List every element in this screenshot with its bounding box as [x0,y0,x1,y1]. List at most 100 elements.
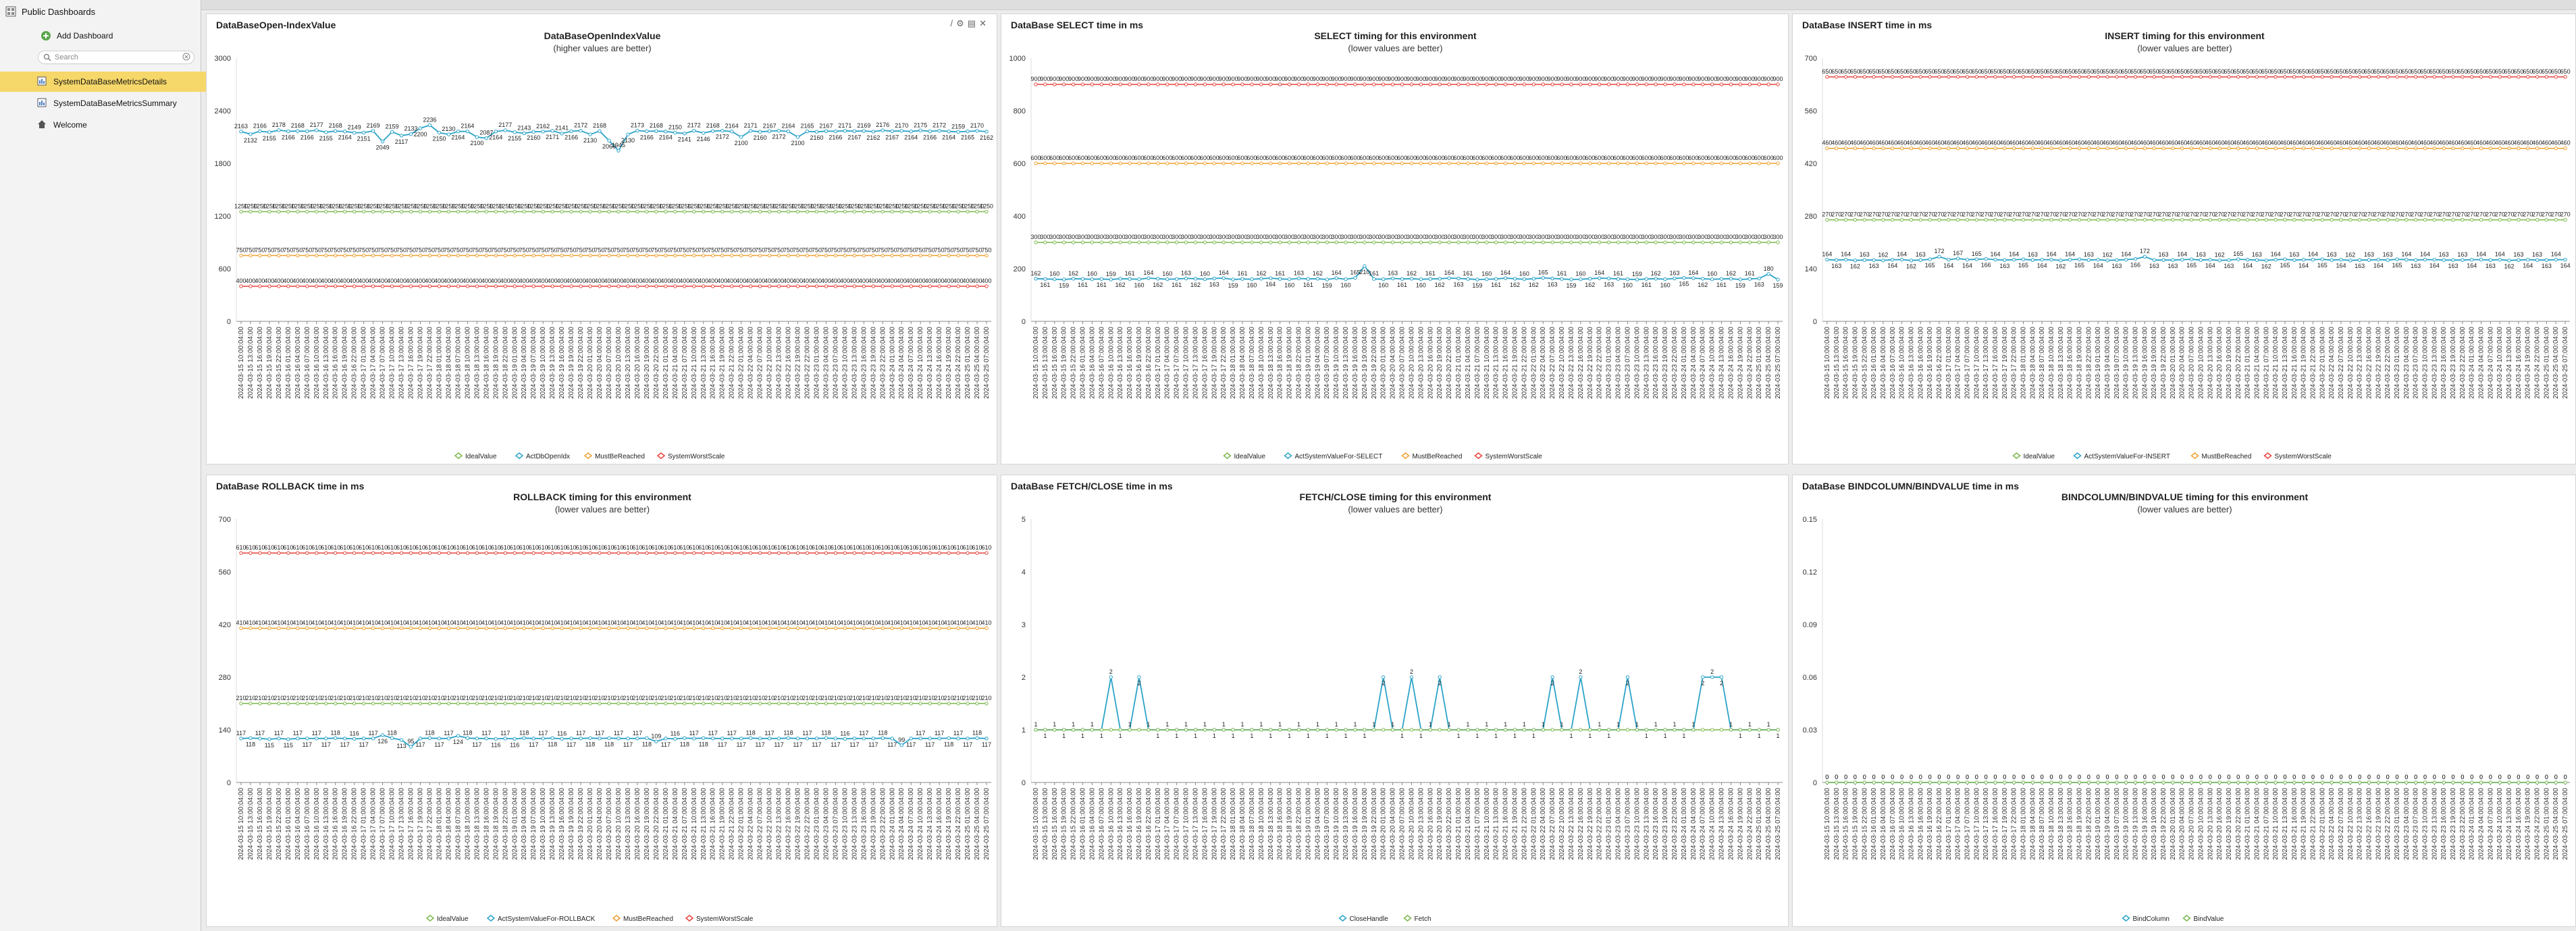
data-point [305,626,309,631]
data-label: 2132 [244,137,257,144]
data-label: 600 [1623,155,1633,161]
y-tick-label: 0.12 [1803,568,1817,577]
data-label: 164 [2065,251,2075,258]
data-point [1475,277,1479,282]
data-point [2479,780,2483,784]
data-point [795,284,800,288]
data-label: 610 [349,544,359,551]
x-tick-label: 2024-03-21 19:00:04:00 [2301,788,2308,860]
data-point [720,284,725,288]
x-tick-label: 2024-03-23 10:00:04:00 [1633,327,1641,399]
data-label: 117 [849,741,859,748]
data-point [2152,258,2156,262]
x-tick-label: 2024-03-18 22:00:04:00 [1296,788,1303,860]
print-icon[interactable]: ▤ [967,18,980,28]
x-tick-label: 2024-03-22 19:00:04:00 [795,788,802,860]
x-tick-label: 2024-03-16 13:00:04:00 [1908,788,1915,860]
data-point [711,551,715,555]
data-label: 750 [510,247,520,254]
data-point [777,284,781,288]
data-label: 750 [793,247,803,254]
sidebar-root-public-dashboards[interactable]: Public Dashboards [0,1,206,22]
data-label: 118 [548,741,557,747]
data-label: 460 [2383,140,2393,147]
data-label: 2169 [857,122,870,129]
x-tick-label: 2024-03-21 10:00:04:00 [691,788,698,860]
close-icon[interactable]: ✕ [979,18,990,28]
data-point [446,737,451,741]
data-point [1287,277,1292,282]
data-point [1569,82,1573,86]
data-point [1682,161,1686,165]
data-point [2507,259,2511,263]
data-point [2208,147,2212,151]
x-tick-label: 2024-03-20 13:00:04:00 [2207,327,2214,399]
x-tick-label: 2024-03-21 10:00:04:00 [691,327,698,399]
legend-marker [2182,915,2191,922]
add-dashboard-button[interactable]: Add Dashboard [0,26,241,46]
data-label: 1250 [253,203,267,210]
data-label: 0 [2545,774,2548,780]
data-label: 300 [1548,234,1558,240]
data-label: 460 [2186,140,2197,147]
sidebar-item-welcome[interactable]: Welcome [0,115,238,135]
x-tick-label: 2024-03-15 13:00:04:00 [247,788,255,860]
data-label: 1 [1419,733,1423,739]
data-label: 650 [1906,68,1916,75]
data-label: 460 [2364,140,2374,147]
data-label: 2141 [678,136,691,143]
sidebar-item-systemdatabasemetricsdetails[interactable]: SystemDataBaseMetricsDetails [0,72,238,92]
data-point [692,626,696,631]
data-point [437,701,442,706]
data-point [248,209,253,214]
data-point [1221,276,1226,280]
data-point [598,129,602,133]
data-label: 0 [2265,774,2268,780]
data-label: 2167 [763,122,777,129]
data-label: 400 [444,277,454,284]
legend-marker [454,452,463,459]
data-point [928,129,932,134]
sidebar-item-systemdatabasemetricssummary[interactable]: SystemDataBaseMetricsSummary [0,93,238,113]
data-point [2086,780,2091,784]
data-label: 270 [1906,211,1916,218]
data-point [371,626,375,631]
data-point [1296,161,1301,165]
data-label: 270 [1943,211,1953,218]
x-tick-label: 2024-03-18 01:00:04:00 [436,788,443,860]
edit-icon[interactable]: / [950,18,957,28]
data-point [2217,75,2222,79]
data-point [1363,240,1367,244]
data-label: 159 [1735,282,1745,289]
data-point [862,129,866,133]
data-label: 164 [2177,251,2187,258]
data-label: 210 [840,695,850,701]
data-point [1485,161,1489,165]
data-label: 270 [1897,211,1907,218]
data-point [2301,217,2306,222]
settings-icon[interactable]: ⚙ [956,18,968,28]
data-label: 400 [953,277,964,284]
data-point [1409,675,1414,679]
x-tick-label: 2024-03-16 01:00:04:00 [1870,788,1878,860]
x-tick-label: 2024-03-18 10:00:04:00 [2048,788,2055,860]
data-point [702,626,706,631]
data-label: 1 [1072,721,1075,728]
x-tick-label: 2024-03-20 07:00:04:00 [1399,327,1407,399]
clear-icon[interactable] [182,53,190,63]
data-point [1296,240,1301,244]
data-label: 210 [425,695,435,701]
data-point [2049,780,2053,784]
data-point [418,737,423,741]
x-tick-label: 2024-03-24 19:00:04:00 [1737,327,1744,399]
x-tick-label: 2024-03-20 04:00:04:00 [1390,327,1397,399]
data-point [1156,82,1160,86]
data-label: 300 [1209,234,1219,240]
legend-label: MustBeReached [2202,453,2252,460]
data-point [956,209,960,214]
data-point [616,209,621,214]
data-point [626,209,630,214]
search-input[interactable]: Search [38,51,194,64]
data-point [1701,240,1705,244]
data-point [984,284,989,288]
